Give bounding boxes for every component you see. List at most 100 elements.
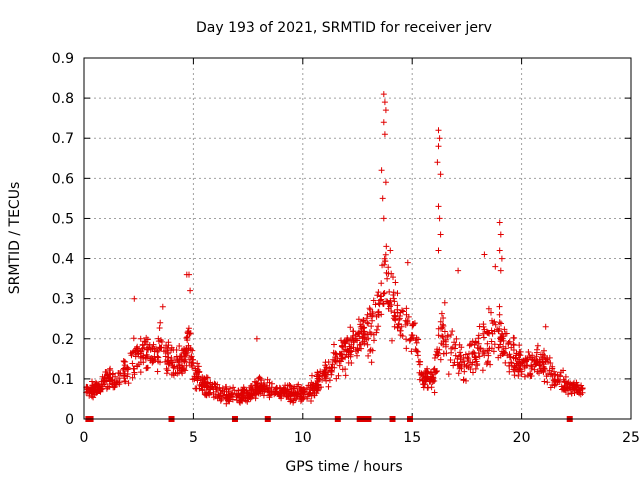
data-point — [209, 384, 216, 391]
data-point — [328, 368, 335, 375]
data-point — [189, 347, 196, 354]
data-point — [415, 358, 422, 365]
data-point — [144, 353, 151, 360]
data-point — [265, 386, 272, 393]
data-point — [433, 368, 440, 375]
data-point — [357, 341, 364, 348]
data-point — [406, 337, 413, 344]
data-point — [308, 398, 314, 404]
data-point — [138, 353, 145, 360]
data-point — [479, 367, 486, 374]
data-point — [390, 274, 396, 281]
data-point — [204, 383, 211, 390]
data-point — [352, 348, 359, 355]
data-point — [394, 302, 401, 309]
data-point — [173, 347, 180, 353]
data-point — [437, 231, 444, 238]
data-point — [139, 341, 146, 348]
data-point — [417, 371, 424, 378]
data-point — [105, 375, 112, 382]
data-point — [377, 293, 384, 300]
data-point — [468, 341, 475, 348]
data-point — [496, 247, 503, 254]
data-point — [188, 353, 195, 360]
data-point — [432, 351, 439, 358]
data-point — [367, 348, 373, 354]
data-point — [435, 203, 442, 210]
data-point — [570, 385, 577, 392]
data-point — [481, 326, 488, 333]
data-point — [350, 328, 357, 335]
data-point — [182, 350, 188, 356]
data-point — [445, 371, 452, 378]
data-point — [195, 363, 202, 370]
data-point — [137, 369, 144, 376]
data-point — [106, 367, 113, 374]
data-point — [512, 355, 519, 362]
y-tick-label: 0.3 — [52, 292, 74, 308]
data-point — [326, 377, 333, 384]
data-point — [507, 353, 514, 360]
data-point — [292, 396, 299, 403]
y-tick-label: 0.1 — [52, 372, 74, 388]
data-point — [525, 349, 532, 355]
data-point — [183, 362, 190, 369]
data-point — [241, 394, 248, 401]
data-point — [500, 350, 507, 357]
data-point — [309, 381, 316, 388]
data-point — [138, 348, 145, 355]
data-point — [290, 399, 297, 406]
data-point — [365, 352, 372, 359]
data-point — [413, 339, 420, 346]
data-point — [201, 375, 208, 382]
data-point — [454, 355, 461, 362]
data-point — [460, 376, 467, 383]
y-tick-label: 0.4 — [52, 252, 74, 268]
data-point — [130, 335, 137, 342]
data-point — [495, 354, 502, 361]
data-point — [389, 337, 395, 344]
data-point — [103, 385, 110, 392]
data-point — [387, 303, 393, 310]
y-tick-label: 0.5 — [52, 211, 74, 227]
data-point — [345, 359, 352, 366]
data-point — [474, 344, 481, 351]
x-tick-label: 25 — [622, 430, 640, 446]
data-point — [398, 323, 405, 330]
data-point — [381, 261, 388, 268]
data-point — [365, 320, 372, 327]
data-point — [536, 370, 542, 377]
data-point — [143, 334, 150, 341]
data-point — [562, 384, 568, 391]
data-point — [562, 379, 569, 386]
data-point — [129, 374, 136, 381]
data-point — [160, 348, 167, 355]
data-point — [312, 382, 319, 389]
data-point — [199, 387, 206, 394]
data-point — [396, 315, 403, 322]
grid-lines — [84, 58, 631, 419]
y-tick-label: 0.6 — [52, 171, 74, 187]
data-point — [360, 330, 367, 337]
data-point — [230, 384, 237, 391]
data-point — [162, 358, 169, 365]
data-point — [397, 332, 404, 338]
data-point — [455, 267, 462, 274]
data-point — [450, 362, 457, 369]
data-point — [485, 358, 491, 365]
data-point — [455, 370, 462, 377]
x-tick-label: 5 — [189, 430, 198, 446]
data-point — [412, 346, 419, 353]
data-point — [399, 307, 405, 314]
data-point — [196, 382, 203, 388]
data-point — [216, 384, 223, 391]
data-point — [560, 367, 567, 374]
data-point — [157, 319, 164, 326]
data-point — [419, 377, 426, 384]
data-point — [384, 298, 391, 305]
data-point — [330, 356, 337, 363]
data-point — [435, 143, 442, 150]
data-point — [292, 390, 299, 397]
data-point — [354, 352, 360, 359]
data-point — [269, 380, 275, 387]
